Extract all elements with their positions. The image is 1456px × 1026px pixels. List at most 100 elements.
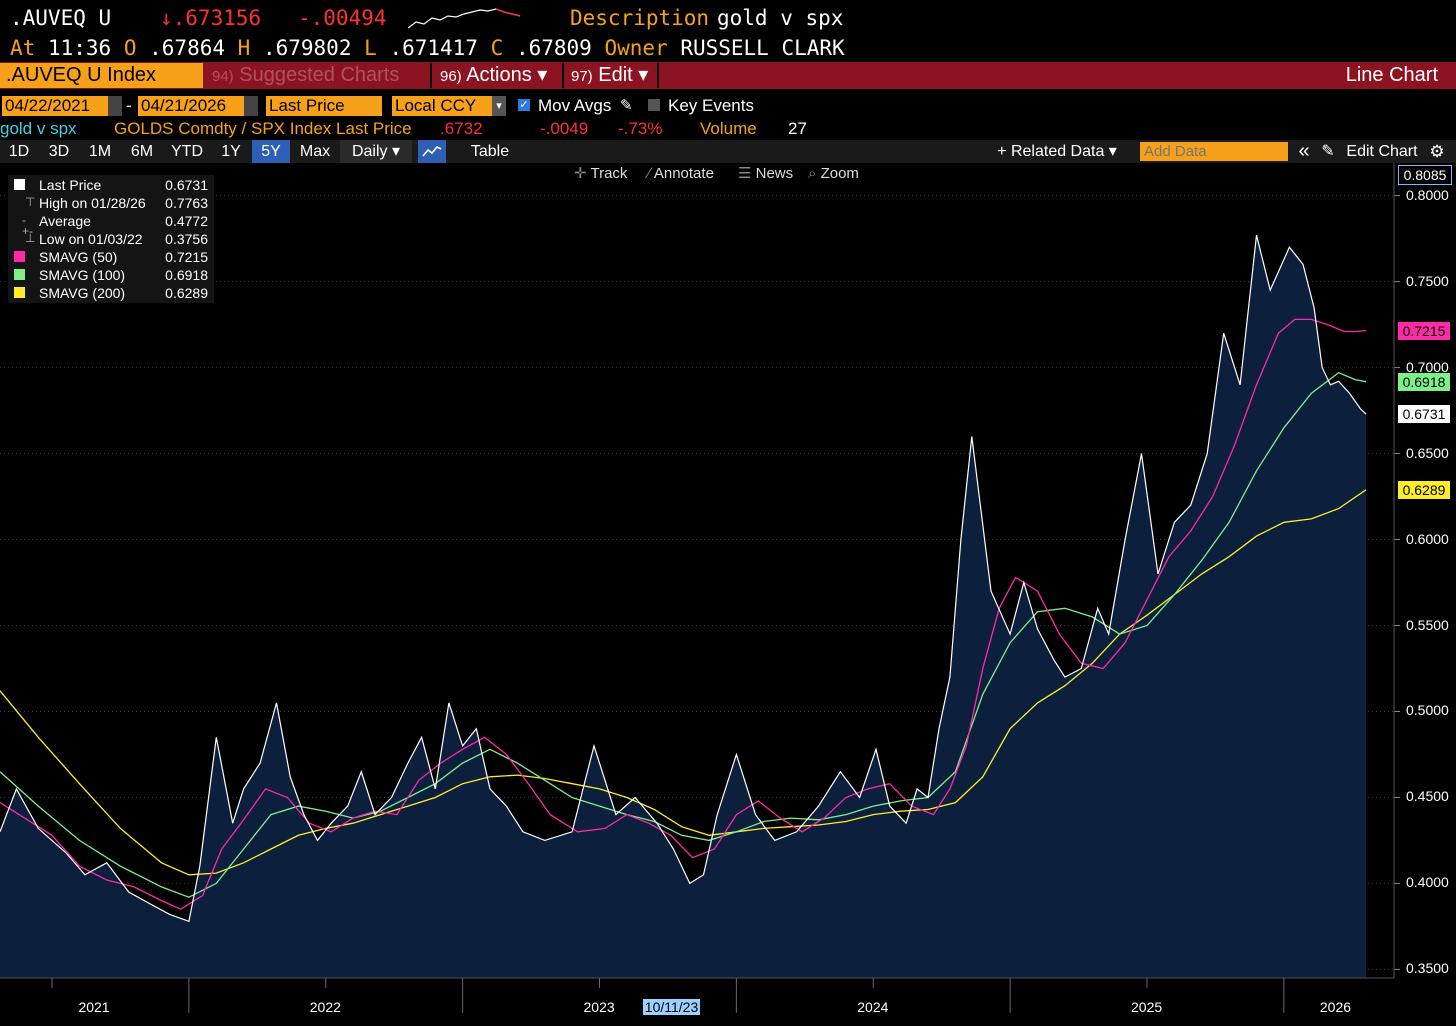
y-tick-label: 0.6500 (1406, 444, 1449, 461)
smavg-200-line (0, 489, 1367, 876)
y-tick-label: 0.4000 (1406, 874, 1449, 891)
pencil-icon[interactable]: ✎ (620, 97, 633, 114)
header-line-2: At 11:36 O .67864 H .679802 L .671417 C … (10, 36, 845, 62)
legend-row-last-price[interactable]: Last Price 0.6731 (8, 176, 214, 194)
y-tick-label: 0.6000 (1406, 530, 1449, 547)
security-change: -.0049 (540, 119, 589, 138)
legend-label: Low on 01/03/22 (39, 231, 143, 247)
legend-label: SMAVG (50) (39, 249, 118, 265)
pencil-icon[interactable]: ✎ (1321, 143, 1335, 160)
legend-value: 0.6289 (165, 285, 208, 301)
legend-row-low[interactable]: ⊥ Low on 01/03/22 0.3756 (8, 230, 214, 248)
track-button[interactable]: ✛ Track (574, 165, 627, 183)
suggested-charts-menu[interactable]: 94) Suggested Charts (212, 63, 399, 88)
crosshair-icon: ✛ (574, 165, 587, 182)
news-button[interactable]: ☰ News (738, 165, 793, 183)
ticker: .AUVEQ U (10, 6, 112, 30)
price-chart[interactable] (0, 163, 1456, 1026)
x-tick-label: 2024 (857, 999, 889, 1015)
collapse-icon[interactable]: « (1298, 140, 1310, 162)
annotate-icon: ∕ (648, 165, 651, 182)
at-label: At (10, 36, 36, 60)
chevron-down-icon[interactable]: ▾ (492, 96, 506, 116)
legend-swatch (14, 269, 25, 280)
period-3d[interactable]: 3D (48, 143, 70, 160)
news-label: News (755, 165, 794, 182)
actions-number: 96) (440, 68, 462, 85)
legend-value: 0.4772 (165, 213, 208, 229)
x-tick-label: 2026 (1319, 999, 1352, 1015)
mov-avgs-checkbox[interactable]: ✓ (518, 99, 530, 111)
x-tick-label: 2023 (583, 999, 615, 1015)
end-date-field[interactable]: 04/21/2026 (138, 96, 244, 116)
period-max[interactable]: Max (299, 143, 331, 160)
period-6m[interactable]: 6M (130, 143, 154, 160)
menu-bar (0, 62, 1456, 89)
legend-label: Average (39, 213, 91, 229)
actions-menu[interactable]: 96) Actions ▾ (440, 63, 547, 88)
high-value: .679802 (262, 36, 352, 60)
currency-select[interactable]: Local CCY (392, 96, 492, 116)
price-change: -.00494 (298, 6, 387, 30)
legend-label: Last Price (39, 177, 102, 193)
related-data-button[interactable]: + Related Data ▾ (997, 143, 1117, 160)
chart-type-label[interactable]: Line Chart (1345, 64, 1438, 86)
period-5y[interactable]: 5Y (252, 140, 290, 163)
legend-value: 0.6918 (165, 267, 208, 283)
actions-label: Actions ▾ (466, 64, 548, 86)
legend-row-average[interactable]: -+- Average 0.4772 (8, 212, 214, 237)
open-value: .67864 (149, 36, 225, 60)
low-value: .671417 (389, 36, 478, 60)
legend-row-smavg-50[interactable]: SMAVG (50) 0.7215 (8, 248, 214, 266)
price-tag-smavg-50: 0.7215 (1398, 321, 1450, 340)
legend-row-smavg-200[interactable]: SMAVG (200) 0.6289 (8, 284, 214, 302)
suggested-charts-number: 94) (212, 68, 234, 85)
edit-chart-button[interactable]: Edit Chart (1346, 143, 1418, 160)
legend-row-high[interactable]: ⊤ High on 01/28/26 0.7763 (8, 194, 214, 212)
close-value: .67809 (515, 36, 592, 60)
table-button[interactable]: Table (470, 143, 510, 160)
cursor-date-tag: 10/11/23 (642, 999, 701, 1015)
key-events-checkbox[interactable] (648, 99, 660, 111)
volume-value: 27 (788, 119, 807, 138)
y-tick-label: 0.5500 (1406, 616, 1449, 633)
quote-time: 11:36 (47, 36, 112, 60)
edit-menu[interactable]: 97) Edit ▾ (571, 63, 648, 88)
legend-value: 0.7763 (165, 195, 208, 211)
line-chart-icon[interactable] (418, 140, 446, 163)
period-1m[interactable]: 1M (88, 143, 112, 160)
start-date-field[interactable]: 04/22/2021 (2, 96, 108, 116)
mov-avgs-label: Mov Avgs (538, 96, 612, 115)
price-area-fill (0, 235, 1366, 978)
legend-value: 0.6731 (165, 177, 208, 193)
key-events-label: Key Events (668, 96, 754, 115)
menu-separator (657, 63, 659, 88)
x-axis-ticks (51, 978, 1285, 1013)
close-label: C (490, 36, 504, 60)
security-pct-change: -.73% (618, 119, 663, 138)
calendar-icon[interactable] (108, 96, 122, 116)
legend-value: 0.7215 (165, 249, 208, 265)
x-tick-label: 2022 (309, 999, 341, 1015)
price-tag-last-price: 0.6731 (1398, 404, 1450, 423)
annotate-button[interactable]: ∕ Annotate (648, 165, 714, 183)
legend-row-smavg-100[interactable]: SMAVG (100) 0.6918 (8, 266, 214, 284)
index-name-field[interactable]: .AUVEQ U Index (0, 63, 203, 88)
security-price: .6732 (440, 119, 483, 138)
y-tick-label: 0.8000 (1406, 186, 1449, 203)
frequency-select[interactable]: Daily ▾ (340, 140, 412, 163)
gear-icon[interactable]: ⚙ (1429, 142, 1445, 161)
description-value: gold v spx (717, 6, 844, 30)
calendar-icon[interactable] (244, 96, 258, 116)
zoom-button[interactable]: ⌕ Zoom (808, 165, 859, 183)
price-tag-axis-max: 0.8085 (1398, 165, 1452, 185)
period-1d[interactable]: 1D (8, 143, 30, 160)
y-tick-label: 0.5000 (1406, 702, 1449, 719)
x-tick-label: 2021 (78, 999, 110, 1015)
period-ytd[interactable]: YTD (171, 143, 203, 160)
period-1y[interactable]: 1Y (221, 143, 241, 160)
price-field-select[interactable]: Last Price (266, 96, 382, 116)
last-price-line (0, 235, 1367, 923)
add-data-input[interactable] (1140, 142, 1288, 161)
track-label: Track (590, 165, 628, 182)
